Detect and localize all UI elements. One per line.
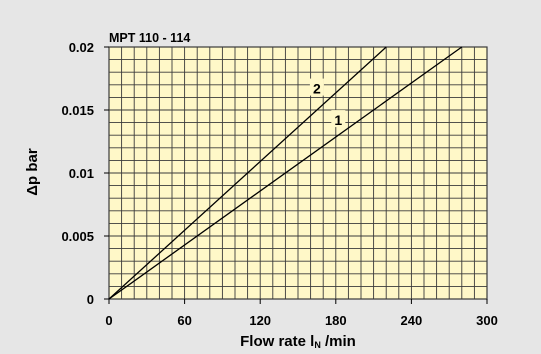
grid <box>109 47 487 299</box>
curve-label-2: 2 <box>313 81 321 97</box>
x-tick-label: 120 <box>249 313 271 328</box>
x-tick-label: 180 <box>325 313 347 328</box>
y-axis-ticks: 0 0.005 0.01 0.015 0.02 <box>61 40 109 307</box>
x-axis-ticks: 0 60 120 180 240 300 <box>105 299 498 328</box>
y-tick-label: 0.02 <box>69 40 94 55</box>
y-tick-label: 0.01 <box>69 166 94 181</box>
series-line-1 <box>108 46 463 300</box>
x-tick-label: 240 <box>401 313 423 328</box>
y-axis-label: Δp bar <box>24 148 41 196</box>
curve-label-bg <box>309 78 324 96</box>
series-line-2 <box>108 46 387 300</box>
y-tick-label: 0 <box>87 292 94 307</box>
plot-area: 21 <box>108 46 488 300</box>
x-tick-label: 300 <box>476 313 498 328</box>
curve-label-1: 1 <box>334 112 342 128</box>
y-tick-label: 0.015 <box>61 103 94 118</box>
chart-title: MPT 110 - 114 <box>109 31 190 45</box>
x-tick-label: 60 <box>177 313 191 328</box>
x-axis-label: Flow rate lN /min <box>240 333 356 350</box>
y-tick-label: 0.005 <box>61 229 94 244</box>
x-tick-label: 0 <box>105 313 112 328</box>
curve-label-bg <box>331 110 346 128</box>
